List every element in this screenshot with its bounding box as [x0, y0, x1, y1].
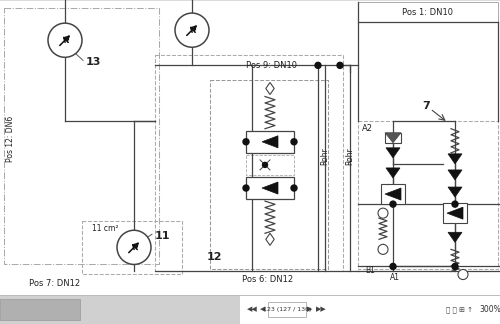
Bar	[246, 131, 294, 153]
Text: 12: 12	[206, 252, 222, 262]
Text: Rohr: Rohr	[320, 147, 330, 165]
Circle shape	[48, 23, 82, 57]
Bar	[4, 8, 159, 264]
Bar	[0, 299, 80, 320]
Circle shape	[291, 139, 297, 145]
Bar	[0, 295, 240, 324]
Bar	[381, 184, 405, 204]
Bar	[210, 80, 328, 270]
Bar	[443, 203, 467, 223]
Text: Pos 6: DN12: Pos 6: DN12	[242, 275, 294, 284]
Polygon shape	[262, 136, 278, 148]
Text: Pos 7: DN12: Pos 7: DN12	[30, 279, 80, 288]
Circle shape	[390, 263, 396, 270]
Circle shape	[243, 139, 249, 145]
Circle shape	[378, 208, 388, 218]
Polygon shape	[386, 168, 400, 178]
Bar	[385, 133, 401, 143]
Circle shape	[262, 162, 268, 168]
Text: 11 cm²: 11 cm²	[92, 224, 118, 233]
Text: ◀◀: ◀◀	[246, 306, 258, 312]
Text: 🗋 🗋 ⊞ ↑: 🗋 🗋 ⊞ ↑	[446, 306, 473, 313]
Bar	[82, 221, 182, 273]
Text: A2: A2	[362, 124, 373, 133]
Polygon shape	[447, 207, 463, 219]
Polygon shape	[262, 182, 278, 194]
Bar	[268, 302, 306, 317]
Text: 7: 7	[422, 100, 430, 110]
Polygon shape	[448, 232, 462, 242]
Circle shape	[452, 201, 458, 207]
Circle shape	[117, 230, 151, 264]
Polygon shape	[448, 170, 462, 180]
Text: ▶: ▶	[308, 306, 312, 312]
Circle shape	[315, 62, 321, 68]
Bar	[246, 155, 294, 175]
Circle shape	[458, 270, 468, 280]
Polygon shape	[385, 188, 401, 200]
Circle shape	[337, 62, 343, 68]
Bar	[358, 2, 498, 22]
Bar	[246, 177, 294, 199]
Text: Pos 1: DN10: Pos 1: DN10	[402, 7, 454, 17]
Text: A1: A1	[390, 273, 400, 282]
Text: 13: 13	[86, 57, 102, 67]
Text: Pos 12: DN6: Pos 12: DN6	[6, 116, 16, 162]
Text: 300%: 300%	[479, 305, 500, 314]
Circle shape	[378, 244, 388, 254]
Circle shape	[452, 263, 458, 270]
Text: 11: 11	[155, 231, 170, 241]
Text: Pos 9: DN10: Pos 9: DN10	[246, 61, 298, 70]
Circle shape	[243, 185, 249, 191]
Circle shape	[390, 201, 396, 207]
Polygon shape	[386, 148, 400, 158]
Circle shape	[291, 185, 297, 191]
Bar	[358, 121, 498, 270]
Text: B1: B1	[365, 266, 375, 275]
Text: 123 (127 / 136): 123 (127 / 136)	[263, 307, 311, 312]
Circle shape	[175, 13, 209, 47]
Text: ▶▶: ▶▶	[316, 306, 326, 312]
Text: Rohr: Rohr	[346, 147, 354, 165]
Polygon shape	[448, 187, 462, 197]
Text: ◀: ◀	[260, 306, 266, 312]
Polygon shape	[385, 133, 401, 143]
Polygon shape	[448, 154, 462, 164]
Bar	[155, 55, 343, 272]
